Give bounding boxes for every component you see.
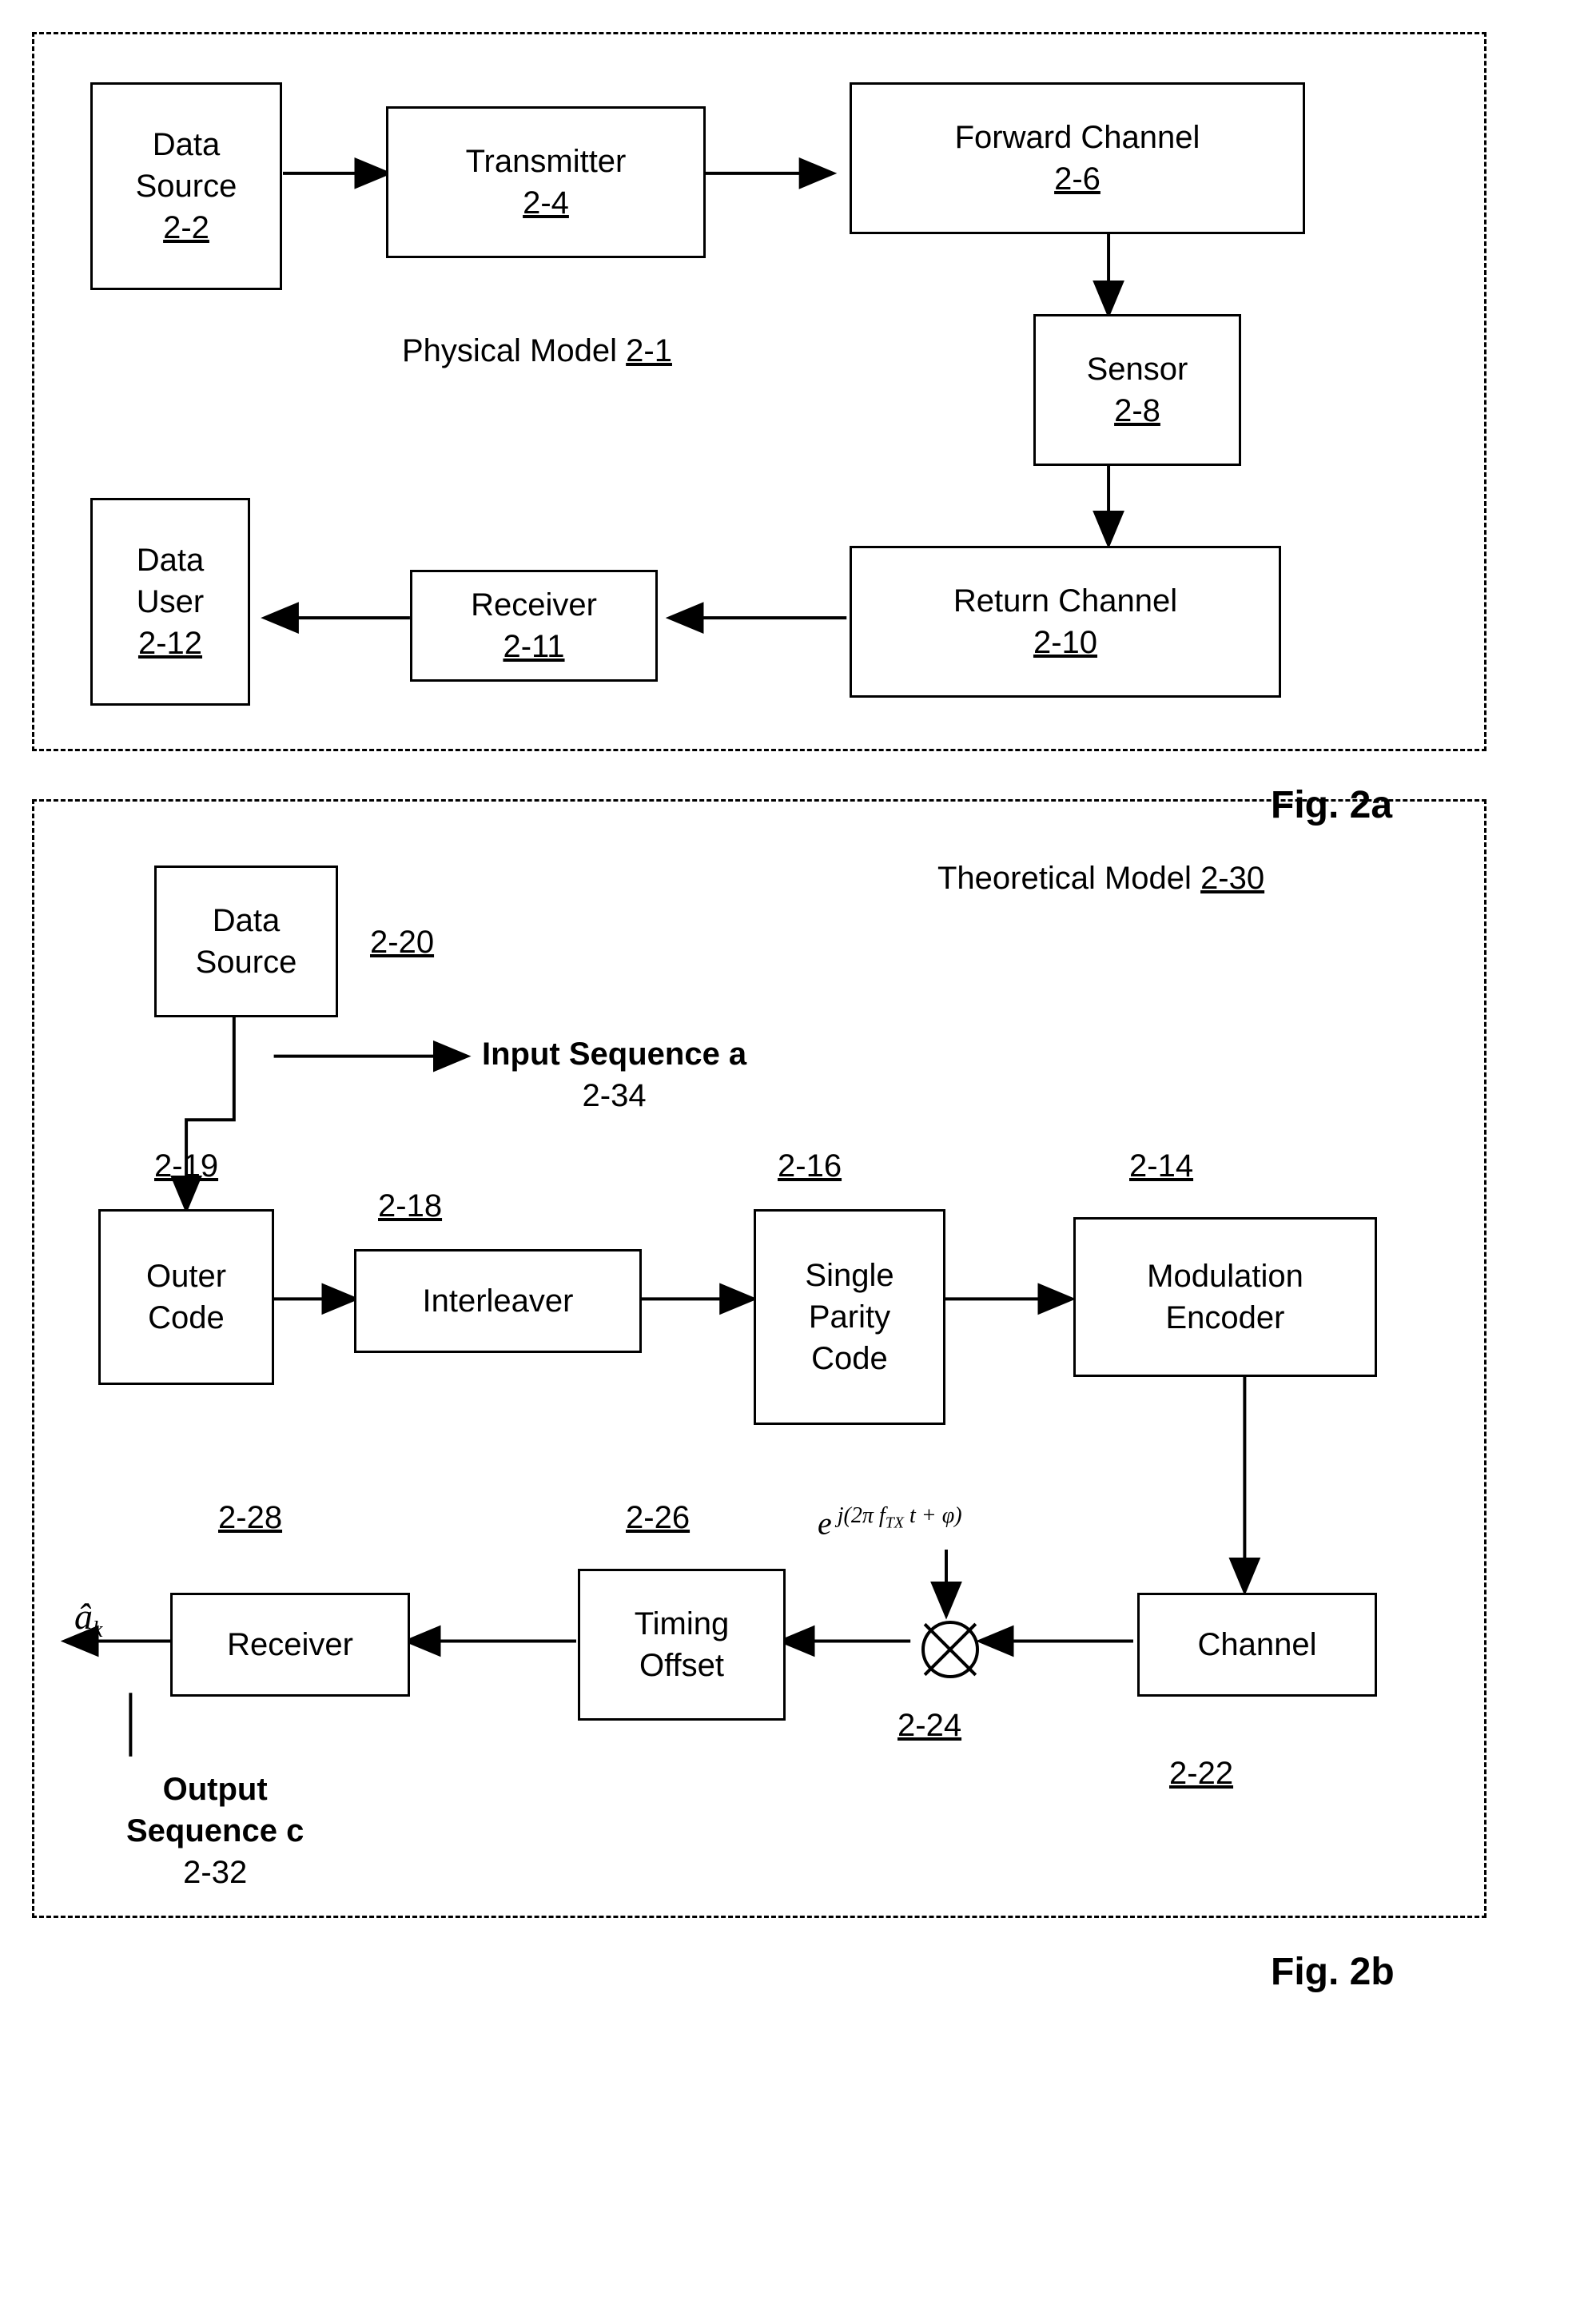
fig2b-caption: Fig. 2b bbox=[1271, 1950, 1395, 1994]
node-fwd_channel: Forward Channel2-6 bbox=[850, 82, 1305, 234]
fig_2b-title: Theoretical Model 2-30 bbox=[937, 858, 1264, 899]
label-math_exp: e j(2π fTX t + φ) bbox=[818, 1497, 962, 1544]
node-data_user: DataUser2-12 bbox=[90, 498, 250, 706]
node-outer_code: OuterCode bbox=[98, 1209, 274, 1385]
node-ref-receiver: 2-11 bbox=[503, 626, 564, 667]
node-data_source: DataSource2-2 bbox=[90, 82, 282, 290]
label-output_seq: OutputSequence c2-32 bbox=[126, 1769, 304, 1893]
node-sensor: Sensor2-8 bbox=[1033, 314, 1241, 466]
node-ref-ext-mod_enc: 2-14 bbox=[1129, 1145, 1193, 1187]
fig_2a-title: Physical Model 2-1 bbox=[402, 330, 672, 372]
node-ref-data_source: 2-2 bbox=[163, 207, 209, 249]
node-label-spc: SingleParityCode bbox=[805, 1255, 894, 1379]
node-ref-ret_channel: 2-10 bbox=[1033, 622, 1097, 663]
node-ref-ext-timing_off: 2-26 bbox=[626, 1497, 690, 1538]
node-label-mod_enc: ModulationEncoder bbox=[1147, 1255, 1303, 1339]
node-spc: SingleParityCode bbox=[754, 1209, 945, 1425]
node-label-channel: Channel bbox=[1197, 1624, 1316, 1665]
node-ref-sensor: 2-8 bbox=[1114, 390, 1160, 432]
fig2b-container: Theoretical Model 2-30 DataSource 2-20 Oute… bbox=[32, 799, 1487, 1918]
figure-2b: Theoretical Model 2-30 DataSource 2-20 Oute… bbox=[32, 799, 1518, 1918]
node-mod_enc: ModulationEncoder bbox=[1073, 1217, 1377, 1377]
label-ahat: âk bbox=[74, 1593, 102, 1645]
node-interleaver: Interleaver bbox=[354, 1249, 642, 1353]
mixer bbox=[921, 1621, 979, 1678]
node-label-outer_code: OuterCode bbox=[146, 1255, 226, 1339]
node-label-sensor: Sensor bbox=[1087, 348, 1188, 390]
node-channel: Channel bbox=[1137, 1593, 1377, 1697]
node-label-transmitter: Transmitter bbox=[466, 141, 627, 182]
node-receiver: Receiver2-11 bbox=[410, 570, 658, 682]
node-ref-ext-spc: 2-16 bbox=[778, 1145, 842, 1187]
node-ref-data_user: 2-12 bbox=[138, 623, 202, 664]
node-label-data_source: DataSource bbox=[136, 124, 237, 207]
node-label-interleaver: Interleaver bbox=[423, 1280, 574, 1322]
node-ref-ext-receiver2: 2-28 bbox=[218, 1497, 282, 1538]
node-ref-transmitter: 2-4 bbox=[523, 182, 569, 224]
node-ref-fwd_channel: 2-6 bbox=[1054, 158, 1100, 200]
node-ret_channel: Return Channel2-10 bbox=[850, 546, 1281, 698]
node-label-timing_off: TimingOffset bbox=[635, 1603, 730, 1686]
node-label-receiver: Receiver bbox=[471, 584, 597, 626]
node-ref-ext-channel: 2-22 bbox=[1169, 1753, 1233, 1794]
node-receiver2: Receiver bbox=[170, 1593, 410, 1697]
node-transmitter: Transmitter2-4 bbox=[386, 106, 706, 258]
figure-2a: Physical Model 2-1 DataSource2-2 Transmitt… bbox=[32, 32, 1518, 751]
node-ref-ext-outer_code: 2-19 bbox=[154, 1145, 218, 1187]
node-label-fwd_channel: Forward Channel bbox=[955, 117, 1200, 158]
node-label-ret_channel: Return Channel bbox=[953, 580, 1177, 622]
node-ref-ext-interleaver: 2-18 bbox=[378, 1185, 442, 1227]
node-label-data_user: DataUser bbox=[137, 539, 205, 623]
node-ref-ext-data_source2: 2-20 bbox=[370, 921, 434, 963]
node-label-receiver2: Receiver bbox=[227, 1624, 353, 1665]
node-timing_off: TimingOffset bbox=[578, 1569, 786, 1721]
node-label-data_source2: DataSource bbox=[196, 900, 297, 983]
mixer-ref: 2-24 bbox=[898, 1705, 961, 1746]
node-data_source2: DataSource bbox=[154, 866, 338, 1017]
label-input_seq: Input Sequence a2-34 bbox=[482, 1033, 746, 1116]
fig2a-container: Physical Model 2-1 DataSource2-2 Transmitt… bbox=[32, 32, 1487, 751]
